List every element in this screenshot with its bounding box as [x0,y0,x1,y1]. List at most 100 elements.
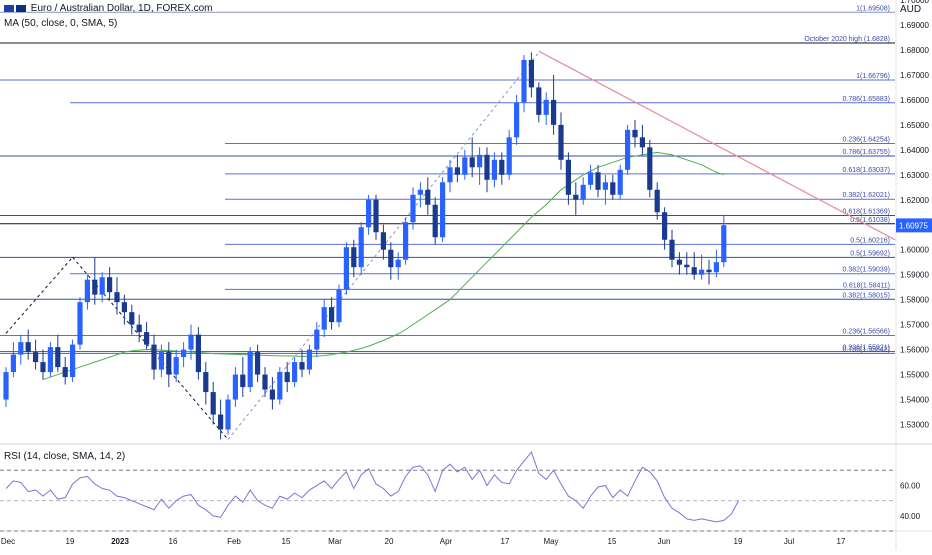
candle-body [558,124,564,160]
candle-body [462,157,468,175]
fib-level-label: 1(1.66796) [856,73,890,80]
time-tick-label: Apr [440,537,453,546]
candle-body [551,99,557,125]
candle-body [647,147,653,190]
candle-body [469,157,475,168]
fib-level-label: October 2020 high (1.6828) [804,36,890,43]
candle-body [151,344,157,370]
candle-body [432,204,438,238]
candle-body [70,344,76,378]
candle-body [292,362,298,383]
candle-body [632,129,638,138]
candle-body [314,329,320,350]
candle-body [329,307,335,323]
candle-body [617,169,623,195]
candle-body [84,279,90,303]
candle-body [47,347,53,373]
fib-level-label: 0.618(1.61369) [843,209,890,216]
time-tick-label: 2023 [111,537,129,546]
candle-body [565,159,571,195]
candle-body [144,332,150,345]
rsi-legend-label: RSI (14, close, SMA, 14, 2) [4,451,126,462]
candle-body [595,172,601,190]
candle-body [639,137,645,148]
au-flag-icon [16,4,26,12]
time-tick-label: Mar [328,537,342,546]
candle-body [454,167,460,175]
candle-body [306,349,312,370]
candle-body [521,59,527,103]
candle-body [225,399,231,430]
symbol-title-row: Euro / Australian Dollar, 1D, FOREX.com [4,3,213,14]
candle-body [336,289,342,323]
candle-body [284,372,290,383]
candle-body [277,372,283,400]
time-tick-label: 17 [501,537,510,546]
fib-level-label: 0.236(1.55921) [843,345,890,352]
candle-body [203,372,209,393]
fib-level-label: 0.5(1.60216) [850,237,890,244]
time-tick-label: Dec [1,537,15,546]
time-tick-label: 16 [169,537,178,546]
candle-body [33,352,39,363]
candle-body [543,99,549,115]
price-tick-label: 1.67000 [900,71,929,80]
candle-body [55,347,61,368]
price-tick-label: 1.68000 [900,46,929,55]
last-price-label: 1.60975 [899,221,928,230]
candle-body [321,307,327,330]
candle-body [380,232,386,250]
currency-label: AUD [900,4,921,15]
candle-body [92,279,98,295]
falling-trendline [538,50,896,241]
candle-body [195,334,201,373]
candle-body [366,199,372,228]
time-tick-label: 19 [66,537,75,546]
time-tick-label: 19 [734,537,743,546]
rsi-tick-label: 40.00 [900,512,921,521]
candle-body [255,352,261,375]
candle-body [654,189,660,213]
candle-body [417,189,423,195]
price-tick-label: 1.53000 [900,421,929,430]
swing-line-2 [72,256,229,440]
time-tick-label: Jul [784,537,794,546]
ma-legend: MA (50, close, 0, SMA, 5) [4,18,117,29]
candle-body [18,342,24,355]
candle-body [40,362,46,373]
candle-body [588,172,594,185]
ma-legend-label: MA (50, close, 0, SMA, 5) [4,18,118,29]
candle-body [232,374,238,400]
candle-body [491,159,497,180]
candle-body [99,277,105,295]
candle-body [514,102,520,138]
candle-body [10,354,16,373]
fib-level-label: 0.236(1.56566) [843,328,890,335]
candle-body [262,374,268,390]
last-price-tag [896,218,932,233]
fib-level-label: 1(1.69508) [856,5,890,12]
price-tick-label: 1.57000 [900,321,929,330]
candle-body [676,259,682,265]
price-tick-label: 1.65000 [900,121,929,130]
candle-body [121,302,127,313]
candle-body [395,259,401,268]
price-tick-label: 1.64000 [900,146,929,155]
candle-body [477,154,483,168]
candle-body [625,129,631,170]
fib-level-label: 0.5(1.61038) [850,217,890,224]
price-tick-label: 1.56000 [900,346,929,355]
candle-body [573,194,579,200]
swing-line-1 [5,256,73,334]
price-tick-label: 1.69000 [900,21,929,30]
fib-level-label: 0.618(1.63037) [843,167,890,174]
candle-body [684,264,690,268]
fib-level-label: 0.786(1.63755) [843,149,890,156]
candle-body [388,249,394,268]
candle-body [240,374,246,388]
price-tick-label: 1.70000 [900,0,929,5]
candle-body [403,222,409,260]
time-tick-label: 20 [385,537,394,546]
candle-body [136,324,142,333]
